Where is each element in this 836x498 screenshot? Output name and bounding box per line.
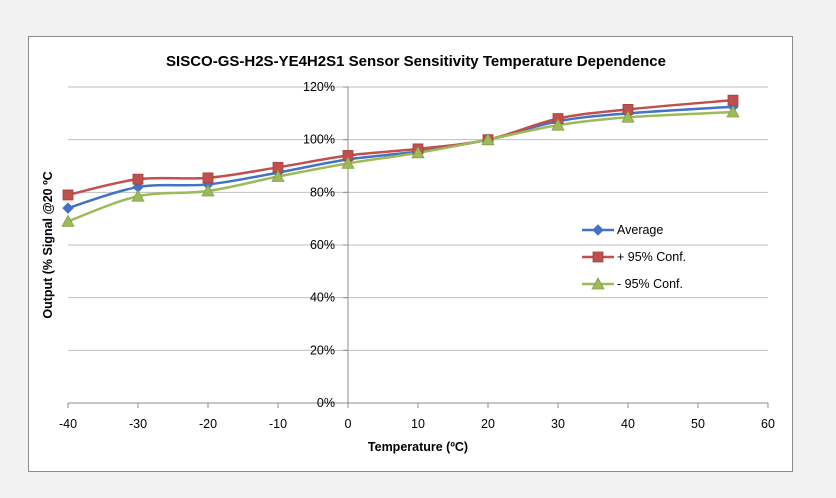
y-tick-label: 100% (303, 133, 335, 147)
data-point (341, 156, 355, 169)
data-point (621, 110, 635, 123)
x-tick-label: 0 (345, 417, 352, 431)
data-point (131, 189, 145, 202)
legend: Average + 95% Conf. - 95% Conf. (582, 223, 686, 291)
series-line (67, 110, 734, 223)
chart-title: SISCO-GS-H2S-YE4H2S1 Sensor Sensitivity … (166, 53, 666, 70)
legend-marker (592, 224, 604, 236)
data-point (61, 214, 75, 227)
data-point (481, 132, 495, 146)
x-tick-labels: -40 -30 -20 -10 0 10 20 30 40 50 60 (59, 417, 775, 431)
y-tick-label: 20% (310, 343, 335, 357)
legend-label: + 95% Conf. (617, 250, 686, 264)
y-tick-label: 120% (303, 80, 335, 94)
chart-area (28, 36, 793, 472)
data-point (62, 189, 74, 201)
x-tick-label: 30 (551, 417, 565, 431)
legend-marker (591, 277, 605, 290)
legend-label: Average (617, 223, 663, 237)
series-line (67, 105, 734, 210)
x-tick-label: -10 (269, 417, 287, 431)
y-tick-label: 60% (310, 238, 335, 252)
x-tick-label: -30 (129, 417, 147, 431)
x-axis-title: Temperature (ºC) (368, 440, 468, 454)
legend-label: - 95% Conf. (617, 277, 683, 291)
x-tick-label: 10 (411, 417, 425, 431)
series-lines (67, 98, 734, 223)
y-tick-labels: 0% 20% 40% 60% 80% 100% 120% (303, 80, 335, 410)
y-axis-title: Output (% Signal @20 ºC (41, 171, 55, 318)
x-tick-label: 50 (691, 417, 705, 431)
data-point (551, 118, 565, 131)
series-markers (61, 94, 740, 227)
x-tick-label: -40 (59, 417, 77, 431)
x-tick-label: -20 (199, 417, 217, 431)
x-tick-label: 60 (761, 417, 775, 431)
y-tick-label: 0% (317, 396, 335, 410)
data-point (727, 94, 739, 106)
data-point (411, 145, 425, 159)
y-tick-label: 80% (310, 185, 335, 199)
x-tick-label: 20 (481, 417, 495, 431)
y-tick-label: 40% (310, 291, 335, 305)
data-point (726, 105, 740, 118)
data-point (62, 202, 74, 214)
gridlines (68, 86, 768, 351)
x-tick-label: 40 (621, 417, 635, 431)
data-point (202, 172, 214, 184)
data-point (201, 184, 215, 197)
data-point (271, 169, 285, 182)
data-point (132, 173, 144, 185)
legend-marker (592, 251, 604, 263)
series-line (67, 98, 734, 197)
axes (67, 86, 769, 408)
